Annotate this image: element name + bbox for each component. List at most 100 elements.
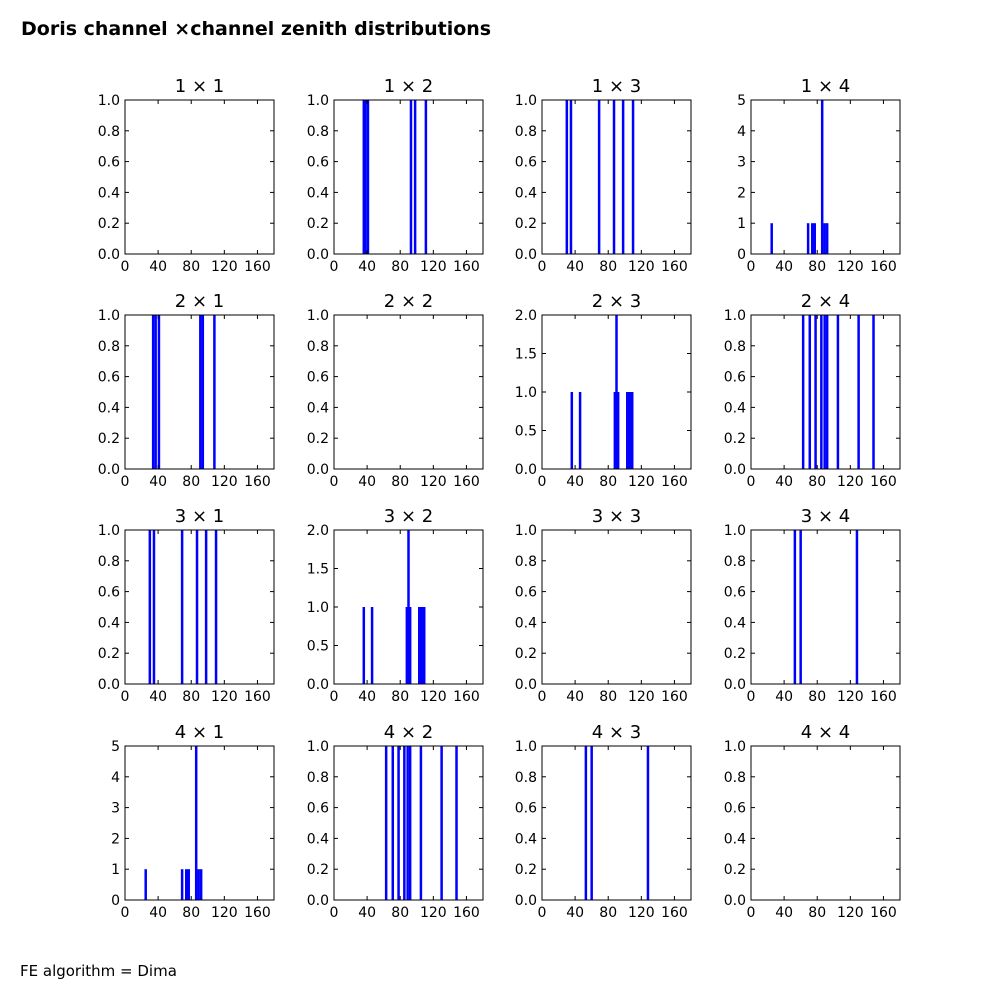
bar <box>872 315 875 469</box>
plot-frame <box>333 745 484 901</box>
x-tick-label: 0 <box>747 905 756 921</box>
bar <box>384 746 388 900</box>
bar <box>631 100 635 254</box>
x-tick-label: 160 <box>661 474 688 490</box>
x-tick-label: 120 <box>211 905 238 921</box>
y-tick-label: 0.6 <box>724 585 746 601</box>
y-tick-label: 1 <box>111 862 120 878</box>
subplot-1-2: 1 × 2 0 40 80 120 160 0.0 0.2 0.4 0.6 0.8 1.0 <box>307 76 484 275</box>
bar <box>440 746 443 900</box>
x-tick-label: 120 <box>420 259 447 275</box>
x-tick-label: 0 <box>330 689 339 705</box>
x-tick-label: 0 <box>538 259 547 275</box>
bar <box>197 869 200 900</box>
bar <box>616 392 620 469</box>
y-tick-label: 0.0 <box>307 677 329 693</box>
bar <box>770 223 773 254</box>
bar <box>590 746 593 900</box>
x-tick-label: 0 <box>121 689 130 705</box>
x-tick-label: 80 <box>391 689 409 705</box>
subplot-title: 3 × 1 <box>175 506 224 527</box>
y-tick-label: 2.0 <box>307 523 329 539</box>
x-tick-label: 80 <box>391 474 409 490</box>
bar <box>578 392 582 469</box>
x-tick-label: 0 <box>538 474 547 490</box>
y-tick-label: 0.6 <box>98 585 120 601</box>
subplot-title: 4 × 4 <box>801 722 850 743</box>
y-tick-label: 0.6 <box>307 155 329 171</box>
y-tick-label: 0.4 <box>98 615 120 631</box>
y-tick-label: 1.0 <box>515 523 537 539</box>
subplot-4-2: 4 × 2 0 40 80 120 160 0.0 0.2 0.4 0.6 0.8 1.0 <box>307 722 484 921</box>
y-tick-label: 0.8 <box>98 124 120 140</box>
bar <box>630 392 634 469</box>
y-tick-label: 4 <box>737 124 746 140</box>
y-tick-label: 0.0 <box>515 677 537 693</box>
y-tick-label: 0.4 <box>515 185 537 201</box>
x-tick-label: 0 <box>747 474 756 490</box>
y-tick-label: 0.6 <box>724 370 746 386</box>
bar <box>823 223 826 254</box>
x-tick-label: 160 <box>453 689 480 705</box>
x-tick-label: 120 <box>211 474 238 490</box>
subplot-3-1: 3 × 1 0 40 80 120 160 0.0 0.2 0.4 0.6 0.8 1.0 <box>98 506 275 705</box>
subplot-title: 2 × 1 <box>175 291 224 312</box>
subplot-3-2: 3 × 2 0 40 80 120 160 0.0 0.5 1.0 1.5 2.0 <box>307 506 484 705</box>
bar <box>455 746 458 900</box>
y-tick-label: 0.0 <box>515 462 537 478</box>
bar <box>413 100 417 254</box>
y-tick-label: 2.0 <box>515 308 537 324</box>
y-tick-label: 0.0 <box>515 893 537 909</box>
x-tick-label: 120 <box>837 689 864 705</box>
bar <box>613 392 617 469</box>
y-tick-label: 0.4 <box>515 615 537 631</box>
x-tick-label: 160 <box>453 474 480 490</box>
x-tick-label: 40 <box>358 689 376 705</box>
x-tick-label: 0 <box>330 905 339 921</box>
y-tick-label: 0.0 <box>307 247 329 263</box>
y-tick-label: 0.4 <box>724 400 746 416</box>
x-tick-label: 120 <box>420 474 447 490</box>
x-tick-label: 160 <box>244 259 271 275</box>
subplot-2-3: 2 × 3 0 40 80 120 160 0.0 0.5 1.0 1.5 2.0 <box>515 291 692 490</box>
y-tick-label: 0.8 <box>724 554 746 570</box>
y-tick-label: 1.0 <box>724 308 746 324</box>
bar <box>823 315 826 469</box>
plot-frame <box>541 529 692 685</box>
plot-frame <box>541 99 692 255</box>
y-tick-label: 1.0 <box>515 385 537 401</box>
subplot-title: 2 × 4 <box>801 291 850 312</box>
y-tick-label: 0.6 <box>515 585 537 601</box>
x-tick-label: 0 <box>330 474 339 490</box>
x-tick-label: 120 <box>628 689 655 705</box>
x-tick-label: 120 <box>211 689 238 705</box>
bar <box>407 530 410 684</box>
y-tick-label: 1.0 <box>307 308 329 324</box>
y-tick-label: 1.0 <box>307 600 329 616</box>
y-tick-label: 0.2 <box>515 646 537 662</box>
bar <box>615 315 618 469</box>
y-tick-label: 1.0 <box>98 93 120 109</box>
y-tick-label: 0.2 <box>724 431 746 447</box>
x-tick-label: 0 <box>121 905 130 921</box>
x-tick-label: 40 <box>566 259 584 275</box>
bar <box>799 530 802 684</box>
plot-frame <box>124 745 275 901</box>
y-tick-label: 1.0 <box>724 739 746 755</box>
x-tick-label: 0 <box>538 905 547 921</box>
x-tick-label: 0 <box>538 689 547 705</box>
bar <box>405 607 409 684</box>
y-tick-label: 0.0 <box>724 677 746 693</box>
y-tick-label: 0.6 <box>515 155 537 171</box>
x-tick-label: 80 <box>808 474 826 490</box>
y-tick-label: 1.0 <box>515 739 537 755</box>
y-tick-label: 3 <box>111 801 120 817</box>
y-tick-label: 0.4 <box>307 400 329 416</box>
bar <box>199 315 202 469</box>
bar <box>418 607 421 684</box>
plot-frame <box>750 314 901 470</box>
x-tick-label: 120 <box>420 689 447 705</box>
y-tick-label: 0.6 <box>515 801 537 817</box>
bar <box>811 223 814 254</box>
y-tick-label: 0.0 <box>724 893 746 909</box>
